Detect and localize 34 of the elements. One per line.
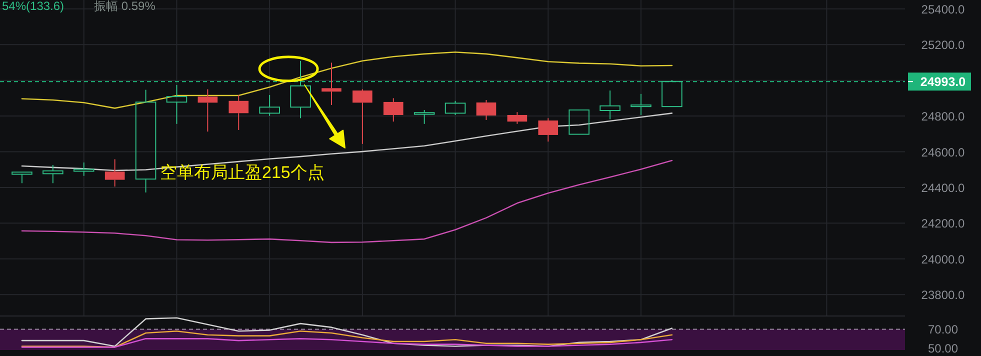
candlestick bbox=[290, 60, 311, 119]
y-tick-label: 24400.0 bbox=[921, 180, 966, 195]
y-tick-label: 24200.0 bbox=[921, 216, 966, 231]
y-tick-label: 24600.0 bbox=[921, 145, 966, 160]
y-tick-label: 25400.0 bbox=[921, 2, 966, 16]
y-tick-label: 70.00 bbox=[928, 322, 958, 337]
candlestick bbox=[630, 93, 652, 116]
candlestick bbox=[42, 164, 64, 184]
candlestick bbox=[476, 99, 496, 120]
candlestick bbox=[600, 90, 620, 120]
y-tick-label: 24000.0 bbox=[921, 252, 966, 266]
annotation: 空单布局止盈215个点 bbox=[160, 163, 324, 182]
candlestick bbox=[259, 94, 280, 116]
candlestick bbox=[228, 94, 249, 130]
candlestick bbox=[507, 112, 528, 124]
ref-line-label: 24993.0 bbox=[920, 75, 966, 90]
annotation: 54%(133.6) bbox=[2, 0, 64, 13]
line-series bbox=[21, 317, 673, 347]
line-series bbox=[21, 330, 673, 348]
annotation: 振幅 0.59% bbox=[94, 0, 156, 13]
candlestick bbox=[383, 98, 404, 122]
y-tick-label: 24800.0 bbox=[921, 110, 966, 124]
line-series bbox=[21, 160, 673, 244]
candlestick bbox=[166, 84, 188, 124]
candlestick bbox=[135, 89, 156, 193]
candlestick bbox=[104, 158, 125, 188]
y-tick-label: 50.00 bbox=[928, 342, 958, 356]
line-series bbox=[21, 338, 673, 348]
y-tick-label: 25200.0 bbox=[921, 38, 966, 52]
line-series bbox=[21, 51, 673, 109]
candlestick bbox=[538, 118, 558, 142]
candlestick bbox=[322, 62, 342, 106]
y-tick-label: 23800.0 bbox=[921, 288, 966, 302]
candlestick bbox=[198, 88, 218, 132]
